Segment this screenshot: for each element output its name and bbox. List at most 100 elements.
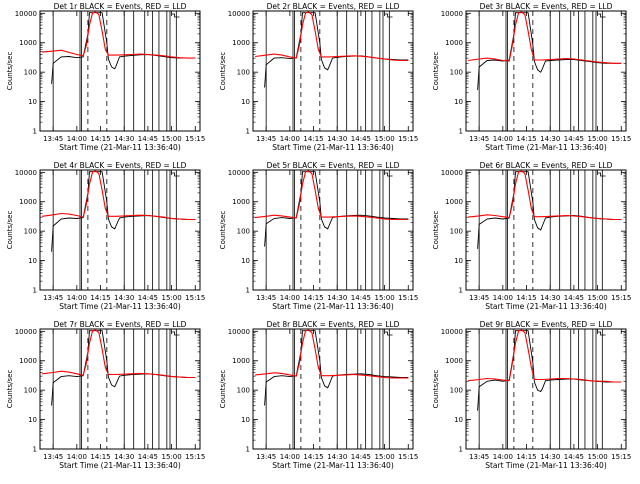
y-tick-label: 100 (237, 69, 250, 77)
x-tick-label: 15:00 (587, 294, 607, 302)
x-tick-label: 14:30 (540, 453, 560, 461)
x-tick-label: 14:45 (564, 294, 584, 302)
x-tick-label: 15:00 (587, 135, 607, 143)
step-mark (384, 172, 393, 177)
y-tick-label: 1000 (232, 39, 250, 47)
series-events (477, 171, 622, 249)
y-tick-label: 10 (454, 257, 463, 265)
y-tick-label: 1 (459, 287, 463, 295)
x-tick-label: 15:15 (398, 135, 418, 143)
x-axis-label: Start Time (21-Mar-11 13:36:40) (272, 302, 394, 311)
x-tick-label: 15:15 (398, 294, 418, 302)
x-tick-label: 14:00 (280, 135, 300, 143)
y-tick-label: 10 (241, 98, 250, 106)
x-tick-label: 15:15 (611, 294, 631, 302)
x-tick-label: 14:30 (327, 453, 347, 461)
x-tick-label: 14:45 (351, 294, 371, 302)
series-lld (255, 170, 409, 221)
panel-title: Det 1r BLACK = Events, RED = LLD (54, 2, 187, 11)
series-lld (255, 329, 409, 379)
x-tick-label: 13:45 (256, 453, 276, 461)
x-axis-label: Start Time (21-Mar-11 13:36:40) (485, 302, 607, 311)
y-axis-label: Counts/sec (6, 370, 14, 409)
y-tick-label: 1000 (445, 39, 463, 47)
series-events (264, 12, 409, 88)
x-tick-label: 14:30 (114, 294, 134, 302)
y-tick-label: 10000 (15, 169, 37, 177)
x-tick-label: 15:15 (611, 453, 631, 461)
plot-frame (465, 328, 627, 450)
x-tick-label: 14:30 (540, 294, 560, 302)
x-tick-label: 15:15 (398, 453, 418, 461)
x-axis-label: Start Time (21-Mar-11 13:36:40) (272, 143, 394, 152)
series-lld (468, 170, 622, 221)
y-axis-label: Counts/sec (432, 52, 440, 91)
x-tick-label: 14:00 (493, 135, 513, 143)
panel-title: Det 9r BLACK = Events, RED = LLD (480, 320, 613, 329)
y-axis-label: Counts/sec (6, 52, 14, 91)
plot-frame (252, 328, 414, 450)
x-tick-label: 14:00 (67, 294, 87, 302)
x-tick-label: 15:00 (161, 294, 181, 302)
step-mark (171, 13, 180, 18)
y-axis-label: Counts/sec (219, 52, 227, 91)
x-tick-label: 14:15 (90, 453, 110, 461)
y-tick-label: 10000 (228, 10, 250, 18)
step-mark (597, 331, 606, 336)
x-tick-label: 14:00 (67, 453, 87, 461)
x-tick-label: 14:45 (351, 135, 371, 143)
x-axis-label: Start Time (21-Mar-11 13:36:40) (59, 302, 181, 311)
y-tick-label: 10000 (15, 328, 37, 336)
x-tick-label: 14:30 (114, 453, 134, 461)
series-events (51, 12, 196, 84)
y-tick-label: 1 (246, 128, 250, 136)
series-events (477, 12, 622, 90)
x-tick-label: 14:00 (493, 294, 513, 302)
x-tick-label: 14:15 (90, 135, 110, 143)
plot-frame (39, 10, 201, 132)
y-tick-label: 1000 (445, 198, 463, 206)
panel-title: Det 7r BLACK = Events, RED = LLD (54, 320, 187, 329)
series-events (477, 330, 622, 411)
x-tick-label: 14:00 (280, 453, 300, 461)
x-tick-label: 14:45 (564, 453, 584, 461)
x-tick-label: 14:45 (138, 453, 158, 461)
x-tick-label: 13:45 (256, 135, 276, 143)
x-tick-label: 15:00 (587, 453, 607, 461)
x-tick-label: 13:45 (469, 294, 489, 302)
x-tick-label: 14:45 (138, 135, 158, 143)
y-tick-label: 10000 (228, 328, 250, 336)
x-tick-label: 15:15 (185, 294, 205, 302)
y-tick-label: 100 (24, 69, 37, 77)
y-tick-label: 1000 (19, 198, 37, 206)
series-events (51, 330, 196, 406)
x-tick-label: 15:00 (374, 453, 394, 461)
x-tick-label: 13:45 (469, 453, 489, 461)
y-tick-label: 10 (454, 98, 463, 106)
x-tick-label: 14:45 (351, 453, 371, 461)
series-lld (255, 11, 409, 62)
series-lld (468, 329, 622, 383)
x-tick-label: 14:15 (516, 294, 536, 302)
y-tick-label: 1000 (232, 198, 250, 206)
y-tick-label: 10000 (441, 169, 463, 177)
series-events (51, 171, 196, 252)
y-tick-label: 1000 (445, 357, 463, 365)
panel-title: Det 3r BLACK = Events, RED = LLD (480, 2, 613, 11)
y-tick-label: 1000 (232, 357, 250, 365)
x-tick-label: 15:15 (185, 135, 205, 143)
plot-frame (252, 10, 414, 132)
y-axis-label: Counts/sec (432, 370, 440, 409)
x-tick-label: 15:00 (374, 135, 394, 143)
x-tick-label: 14:00 (280, 294, 300, 302)
x-tick-label: 15:00 (161, 135, 181, 143)
y-tick-label: 1 (33, 287, 37, 295)
series-lld (42, 11, 196, 59)
y-tick-label: 100 (24, 387, 37, 395)
y-tick-label: 10000 (441, 328, 463, 336)
x-tick-label: 14:15 (303, 453, 323, 461)
y-tick-label: 10000 (228, 169, 250, 177)
plot-frame (39, 328, 201, 450)
y-tick-label: 1 (459, 128, 463, 136)
